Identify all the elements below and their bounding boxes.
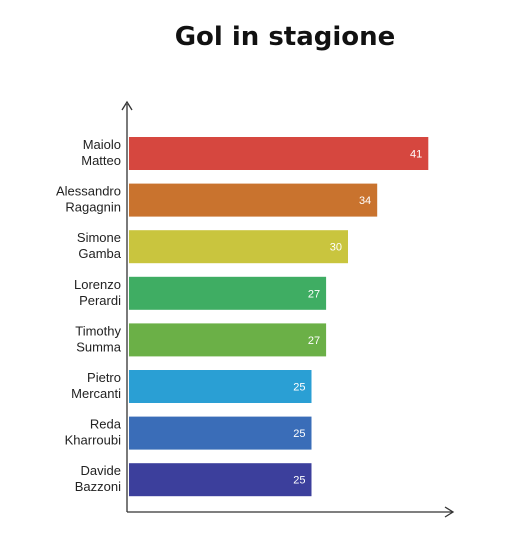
chart-title: Gol in stagione	[174, 22, 396, 52]
bar-4	[129, 276, 327, 310]
category-label: Reda Kharroubi	[65, 417, 122, 448]
bar-value-label: 27	[308, 288, 320, 300]
category-label: Maiolo Matteo	[81, 137, 121, 168]
category-label: Lorenzo Perardi	[74, 277, 121, 308]
bar-7	[129, 416, 312, 450]
category-label: Alessandro Ragagnin	[56, 184, 121, 215]
bar-value-label: 25	[293, 475, 305, 487]
bar-8	[129, 463, 312, 497]
category-label: Simone Gamba	[77, 230, 122, 261]
y-axis-arrow	[121, 100, 133, 111]
category-label: Pietro Mercanti	[71, 370, 121, 401]
bar-2	[129, 183, 378, 217]
category-label: Timothy Summa	[75, 323, 122, 354]
bar-value-label: 30	[330, 242, 342, 254]
x-axis-arrow	[444, 506, 455, 518]
bar-5	[129, 323, 327, 357]
bar-value-label: 27	[308, 335, 320, 347]
bar-value-label: 25	[293, 382, 305, 394]
bar-6	[129, 370, 312, 403]
bar-value-label: 25	[293, 428, 305, 440]
bar-value-label: 41	[410, 149, 422, 161]
bar-1	[129, 137, 429, 170]
bar-3	[129, 230, 348, 264]
category-label: Davide Bazzoni	[75, 463, 121, 494]
bar-value-label: 34	[359, 195, 371, 207]
